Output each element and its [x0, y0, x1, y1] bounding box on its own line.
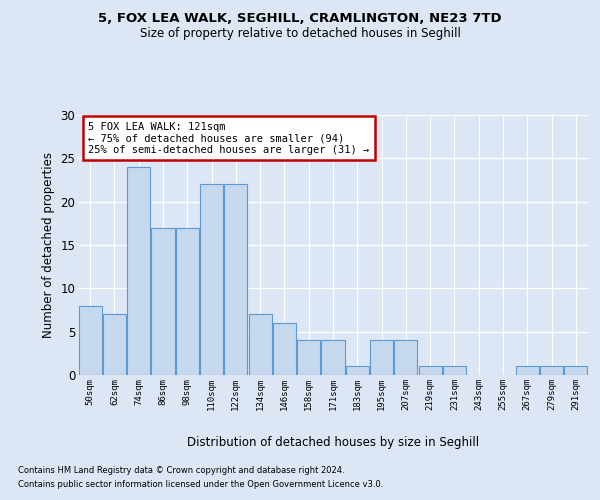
- Text: Distribution of detached houses by size in Seghill: Distribution of detached houses by size …: [187, 436, 479, 449]
- Bar: [297, 340, 320, 375]
- Bar: [103, 314, 126, 375]
- Bar: [516, 366, 539, 375]
- Bar: [540, 366, 563, 375]
- Bar: [127, 167, 150, 375]
- Bar: [151, 228, 175, 375]
- Text: Contains public sector information licensed under the Open Government Licence v3: Contains public sector information licen…: [18, 480, 383, 489]
- Bar: [248, 314, 272, 375]
- Bar: [273, 323, 296, 375]
- Bar: [322, 340, 344, 375]
- Bar: [200, 184, 223, 375]
- Bar: [394, 340, 418, 375]
- Text: 5 FOX LEA WALK: 121sqm
← 75% of detached houses are smaller (94)
25% of semi-det: 5 FOX LEA WALK: 121sqm ← 75% of detached…: [88, 122, 370, 154]
- Bar: [224, 184, 247, 375]
- Text: Contains HM Land Registry data © Crown copyright and database right 2024.: Contains HM Land Registry data © Crown c…: [18, 466, 344, 475]
- Bar: [346, 366, 369, 375]
- Bar: [79, 306, 101, 375]
- Bar: [419, 366, 442, 375]
- Bar: [565, 366, 587, 375]
- Y-axis label: Number of detached properties: Number of detached properties: [42, 152, 55, 338]
- Bar: [443, 366, 466, 375]
- Text: 5, FOX LEA WALK, SEGHILL, CRAMLINGTON, NE23 7TD: 5, FOX LEA WALK, SEGHILL, CRAMLINGTON, N…: [98, 12, 502, 26]
- Bar: [370, 340, 393, 375]
- Text: Size of property relative to detached houses in Seghill: Size of property relative to detached ho…: [140, 28, 460, 40]
- Bar: [176, 228, 199, 375]
